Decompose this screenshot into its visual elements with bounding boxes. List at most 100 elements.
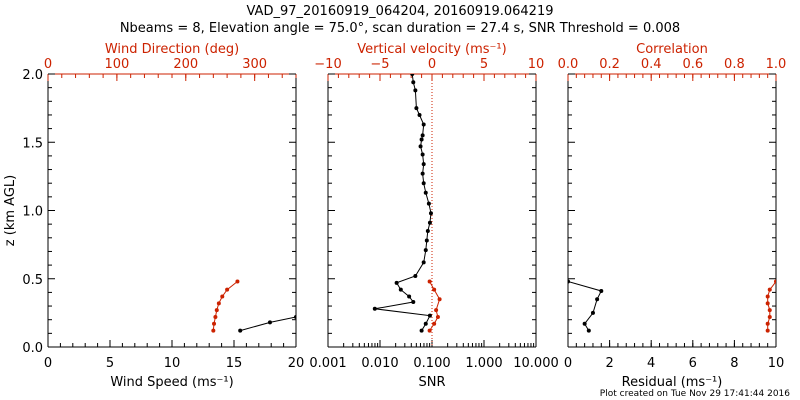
data-point <box>586 328 591 333</box>
y-tick-label: 2.0 <box>22 68 43 83</box>
x-tick-label: 0.010 <box>361 356 398 371</box>
data-point <box>212 321 217 326</box>
data-point <box>410 74 415 76</box>
y-axis-label: z (km AGL) <box>3 175 18 246</box>
data-point <box>413 88 418 93</box>
data-point <box>411 299 416 304</box>
series-line <box>374 74 432 331</box>
data-point <box>427 279 432 284</box>
x-tick-label: 5 <box>106 356 114 371</box>
data-point <box>411 80 416 85</box>
data-point <box>767 287 772 292</box>
x-tick-label: 0.100 <box>413 356 450 371</box>
chart-title: VAD_97_20160919_064204, 20160919.064219 <box>247 4 554 19</box>
data-point <box>765 301 770 306</box>
data-point <box>420 152 425 157</box>
data-point <box>398 287 403 292</box>
x-tick-label: 10.000 <box>513 356 559 371</box>
data-point <box>414 106 419 111</box>
chart-subtitle: Nbeams = 8, Elevation angle = 75.0°, sca… <box>120 21 680 36</box>
data-point <box>267 320 272 325</box>
data-point <box>420 133 425 138</box>
data-point <box>420 171 425 176</box>
data-point <box>372 306 377 311</box>
x-tick-label: 0 <box>44 356 52 371</box>
data-point <box>427 328 432 333</box>
data-point <box>419 137 424 142</box>
x-tick-label: 8 <box>730 356 738 371</box>
top-axis-label: Wind Direction (deg) <box>105 42 239 57</box>
data-point <box>425 228 430 233</box>
data-point <box>394 280 399 285</box>
top-tick-label: 0 <box>44 57 52 72</box>
data-point <box>424 238 429 243</box>
top-tick-label: 1.0 <box>766 57 787 72</box>
data-point <box>235 279 240 284</box>
data-point <box>765 321 770 326</box>
data-point <box>599 289 604 294</box>
x-tick-label: 2 <box>605 356 613 371</box>
x-tick-label: 1.000 <box>465 356 502 371</box>
data-point <box>435 314 440 319</box>
top-tick-label: 10 <box>528 57 545 72</box>
data-point <box>423 248 428 253</box>
data-point <box>427 313 432 318</box>
data-point <box>426 201 431 206</box>
top-tick-label: 0.6 <box>682 57 703 72</box>
top-tick-label: 5 <box>480 57 488 72</box>
top-tick-label: 200 <box>173 57 198 72</box>
data-point <box>417 112 422 117</box>
data-point <box>434 308 439 313</box>
data-point <box>418 144 423 149</box>
data-point <box>213 314 218 319</box>
x-tick-label: 10 <box>164 356 181 371</box>
data-point <box>413 274 418 279</box>
data-point <box>421 181 426 186</box>
x-axis-label: Residual (ms⁻¹) <box>622 375 723 390</box>
data-point <box>595 297 600 302</box>
data-point <box>407 294 412 299</box>
x-tick-label: 10 <box>768 356 785 371</box>
y-tick-label: 1.0 <box>22 205 43 220</box>
x-tick-label: 0.001 <box>309 356 346 371</box>
data-point <box>211 328 216 333</box>
top-axis-label: Correlation <box>636 42 708 57</box>
data-point <box>774 279 776 284</box>
y-tick-label: 0.5 <box>22 273 43 288</box>
top-tick-label: 0.2 <box>599 57 620 72</box>
data-point <box>767 308 772 313</box>
top-tick-label: −10 <box>314 57 341 72</box>
x-tick-label: 6 <box>689 356 697 371</box>
top-tick-label: 0.8 <box>724 57 745 72</box>
top-tick-label: −5 <box>370 57 389 72</box>
x-tick-label: 0 <box>564 356 572 371</box>
data-point <box>432 321 437 326</box>
data-point <box>767 314 772 319</box>
top-tick-label: 0.0 <box>558 57 579 72</box>
data-point <box>423 321 428 326</box>
data-point <box>437 297 442 302</box>
data-point <box>427 220 432 225</box>
data-point <box>421 162 426 167</box>
top-tick-label: 0 <box>428 57 436 72</box>
y-tick-label: 1.5 <box>22 136 43 151</box>
x-tick-label: 20 <box>288 356 305 371</box>
x-tick-label: 15 <box>226 356 243 371</box>
data-point <box>225 287 230 292</box>
data-point <box>765 328 770 333</box>
top-tick-label: 300 <box>242 57 267 72</box>
plot-created-note: Plot created on Tue Nov 29 17:41:44 2016 <box>600 389 790 399</box>
data-point <box>216 301 221 306</box>
data-point <box>238 328 243 333</box>
series-line <box>240 316 296 332</box>
data-point <box>428 211 433 216</box>
data-point <box>432 287 437 292</box>
data-point <box>590 310 595 315</box>
data-point <box>220 294 225 299</box>
data-point <box>582 321 587 326</box>
x-axis-label: Wind Speed (ms⁻¹) <box>110 375 233 390</box>
x-axis-label: SNR <box>418 375 445 390</box>
data-point <box>214 308 219 313</box>
